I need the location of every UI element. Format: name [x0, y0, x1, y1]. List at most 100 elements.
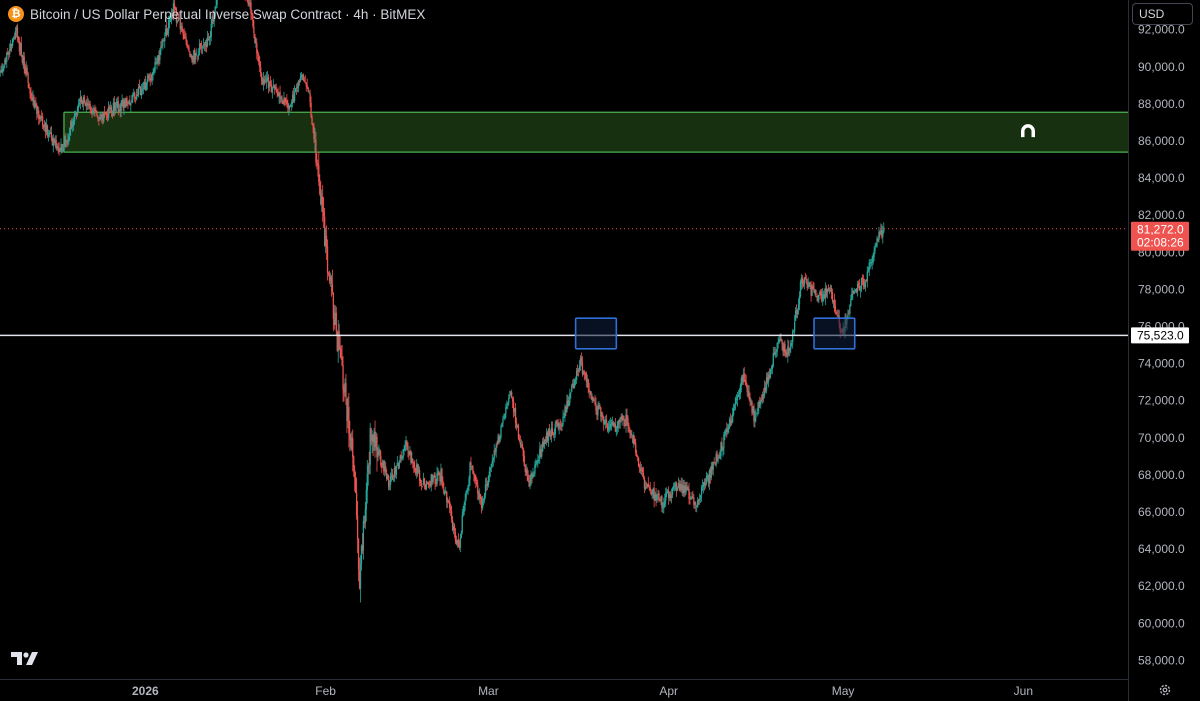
- candle: [857, 280, 860, 289]
- candle: [805, 274, 807, 284]
- candle: [92, 104, 94, 115]
- candle: [680, 477, 682, 493]
- candle: [35, 97, 37, 108]
- currency-selector[interactable]: USD: [1132, 3, 1193, 25]
- candle: [753, 403, 755, 428]
- candle: [526, 466, 528, 482]
- candle: [269, 75, 272, 87]
- candle: [278, 92, 280, 104]
- candle: [367, 462, 369, 486]
- marked-box-2[interactable]: [813, 317, 856, 350]
- candle: [811, 284, 813, 297]
- candle: [106, 108, 109, 122]
- candle: [636, 449, 638, 458]
- candle: [128, 99, 130, 105]
- magnet-icon[interactable]: [1021, 124, 1035, 138]
- price-tick-label: 62,000.0: [1138, 579, 1185, 593]
- candle: [285, 97, 287, 106]
- candle: [426, 481, 429, 485]
- candle: [542, 436, 545, 448]
- candle: [404, 440, 406, 452]
- candle: [69, 127, 71, 141]
- candle: [535, 458, 537, 469]
- candle: [758, 400, 760, 415]
- candle: [414, 459, 416, 473]
- candle: [470, 456, 472, 471]
- candle: [546, 430, 549, 443]
- candle: [724, 429, 726, 441]
- candle: [111, 110, 114, 119]
- candle: [533, 471, 535, 477]
- candle: [504, 413, 506, 421]
- candle: [778, 335, 780, 345]
- candle: [691, 492, 693, 500]
- candle: [791, 339, 793, 347]
- price-tick-label: 74,000.0: [1138, 357, 1185, 371]
- candle: [883, 222, 885, 234]
- candle: [442, 476, 444, 490]
- candle: [686, 481, 688, 491]
- candle: [723, 431, 725, 455]
- candle: [258, 52, 260, 66]
- marked-box-1[interactable]: [574, 317, 618, 350]
- candle: [807, 277, 809, 289]
- candle: [865, 278, 868, 283]
- candle: [34, 100, 36, 111]
- candle: [55, 135, 57, 151]
- candle: [486, 480, 489, 490]
- candle: [383, 460, 385, 476]
- candle: [668, 486, 670, 505]
- candle: [497, 433, 499, 445]
- candle: [661, 494, 663, 513]
- candle: [357, 538, 360, 582]
- candle: [104, 112, 107, 116]
- bar-countdown: 02:08:26: [1137, 236, 1184, 250]
- candle: [253, 20, 255, 39]
- candle: [140, 84, 143, 99]
- candle: [739, 383, 742, 400]
- candle: [640, 464, 643, 476]
- candle: [295, 83, 298, 95]
- candle: [730, 413, 732, 427]
- candle: [702, 482, 705, 494]
- candle: [28, 82, 30, 90]
- candle: [6, 51, 8, 68]
- candle: [624, 418, 626, 427]
- resistance-zone[interactable]: [63, 112, 1129, 153]
- candle: [341, 344, 343, 367]
- tradingview-logo-icon[interactable]: [11, 650, 39, 666]
- candle: [870, 258, 872, 267]
- candle: [830, 284, 833, 300]
- candle: [129, 95, 131, 106]
- candle: [130, 102, 132, 112]
- candle: [485, 477, 488, 492]
- candle: [540, 444, 542, 458]
- candle: [160, 41, 162, 56]
- candle: [86, 95, 88, 110]
- candle: [147, 73, 149, 82]
- candle: [757, 402, 759, 417]
- gear-icon[interactable]: [1158, 683, 1172, 697]
- candle: [745, 374, 747, 388]
- candle: [576, 364, 579, 376]
- candle: [721, 437, 723, 452]
- candle: [644, 480, 647, 491]
- candle: [399, 454, 401, 464]
- price-axis[interactable]: 58,000.0 60,000.0 62,000.0 64,000.0 66,000.0…: [1128, 0, 1200, 701]
- symbol-title[interactable]: Bitcoin / US Dollar Perpetual Inverse Sw…: [30, 6, 426, 22]
- candle: [574, 376, 577, 386]
- candle: [54, 135, 56, 148]
- candle: [306, 78, 308, 89]
- candle: [492, 457, 494, 467]
- candle: [881, 224, 883, 240]
- candle: [463, 501, 465, 516]
- candle: [99, 113, 101, 121]
- candle: [460, 530, 462, 539]
- candle: [7, 47, 9, 55]
- candle: [323, 207, 326, 247]
- candle: [76, 105, 79, 117]
- candle: [244, 0, 246, 1]
- candle: [315, 131, 317, 167]
